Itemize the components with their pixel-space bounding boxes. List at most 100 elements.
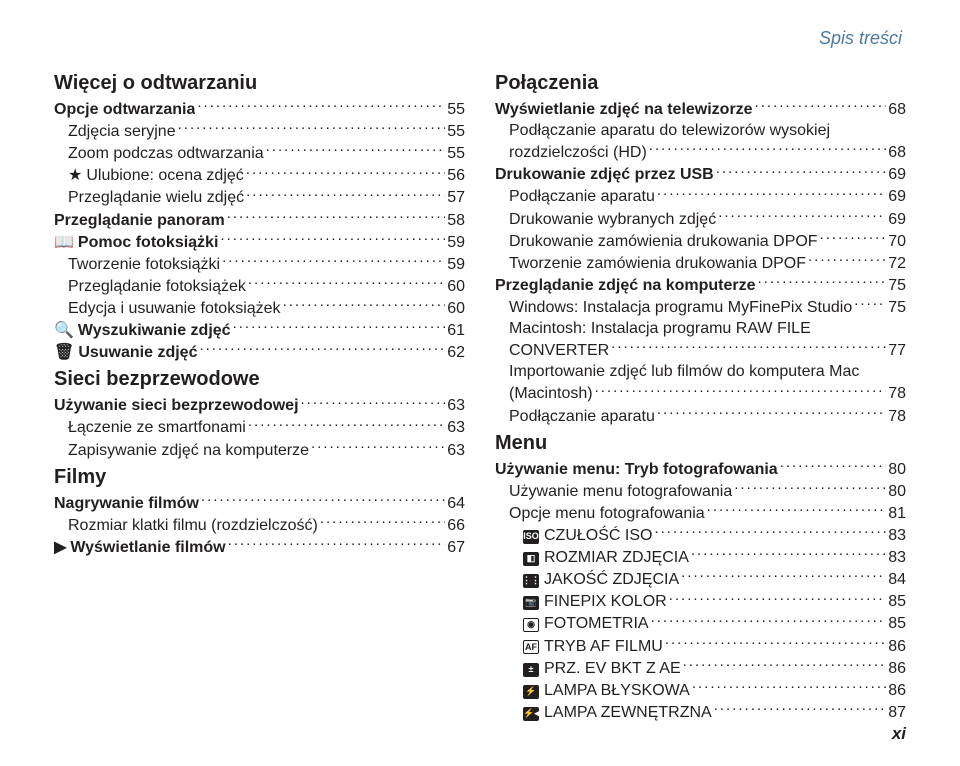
page-number: 68 xyxy=(888,99,906,120)
toc-entry: ±PRZ. EV BKT Z AE86 xyxy=(495,657,906,679)
dot-leader xyxy=(714,701,886,717)
toc-entry: 🗑Usuwanie zdjęć62 xyxy=(54,341,465,363)
toc-label: ▶Wyświetlanie filmów xyxy=(54,537,226,558)
dot-leader xyxy=(301,394,446,410)
toc-entry: ⚡◂LAMPA ZEWNĘTRZNA 87 xyxy=(495,701,906,723)
toc-label: Macintosh: Instalacja programu RAW FILE xyxy=(509,318,906,339)
page-number: 63 xyxy=(447,395,465,416)
toc-label: ★Ulubione: ocena zdjęć xyxy=(68,165,244,186)
dot-leader xyxy=(220,231,445,247)
toc-label: Drukowanie zdjęć przez USB xyxy=(495,164,714,185)
dot-leader xyxy=(657,405,886,421)
toc-label: ◉FOTOMETRIA xyxy=(523,613,649,634)
page-number: 64 xyxy=(447,493,465,514)
page-number: 87 xyxy=(888,702,906,723)
page-number: 58 xyxy=(447,210,465,231)
page-number: 66 xyxy=(447,515,465,536)
toc-label: 🔍Wyszukiwanie zdjęć xyxy=(54,320,231,341)
dot-leader xyxy=(716,163,886,179)
dot-leader xyxy=(201,492,445,508)
page-header: Spis treści xyxy=(54,28,906,49)
dot-leader xyxy=(755,98,887,114)
toc-label: ⚡◂LAMPA ZEWNĘTRZNA xyxy=(523,702,712,723)
page-number: 72 xyxy=(888,253,906,274)
toc-label: rozdzielczości (HD) xyxy=(509,142,647,163)
page-number: 69 xyxy=(888,209,906,230)
toc-entry: Tworzenie fotoksiążki59 xyxy=(54,253,465,275)
entry-icon: ▶ xyxy=(54,537,66,558)
page-number: 80 xyxy=(888,459,906,480)
toc-entry: Łączenie ze smartfonami63 xyxy=(54,416,465,438)
dot-leader xyxy=(233,319,446,335)
dot-leader xyxy=(248,416,445,432)
dot-leader xyxy=(611,339,886,355)
dot-leader xyxy=(691,546,886,562)
entry-icon: 🗑 xyxy=(54,342,74,363)
page-number: 59 xyxy=(447,232,465,253)
page-number: 62 xyxy=(447,342,465,363)
toc-label: ISOCZUŁOŚĆ ISO xyxy=(523,525,652,546)
toc-entry: 📖Pomoc fotoksiążki59 xyxy=(54,231,465,253)
page-number: 69 xyxy=(888,164,906,185)
toc-entry: ▶Wyświetlanie filmów 67 xyxy=(54,536,465,558)
toc-label: Drukowanie zamówienia drukowania DPOF xyxy=(509,231,818,252)
dot-leader xyxy=(178,120,446,136)
toc-label: (Macintosh) xyxy=(509,383,593,404)
page-number: 60 xyxy=(447,298,465,319)
page-number: 56 xyxy=(447,165,465,186)
section-title: Menu xyxy=(495,431,906,456)
dot-leader xyxy=(854,296,886,312)
dot-leader xyxy=(311,439,445,455)
page-number: 84 xyxy=(888,569,906,590)
page-number: 63 xyxy=(447,417,465,438)
toc-label: Importowanie zdjęć lub filmów do kompute… xyxy=(509,361,906,382)
toc-label: 📷FINEPIX KOLOR xyxy=(523,591,667,612)
page-number: 85 xyxy=(888,613,906,634)
dot-leader xyxy=(654,524,886,540)
toc-label: Zoom podczas odtwarzania xyxy=(68,143,264,164)
toc-page: Spis treści Więcej o odtwarzaniu Opcje od… xyxy=(0,0,960,766)
toc-label: Edycja i usuwanie fotoksiążek xyxy=(68,298,281,319)
entry-icon: 📷 xyxy=(523,596,539,610)
entry-icon: 🔍 xyxy=(54,320,74,341)
toc-label: Drukowanie wybranych zdjęć xyxy=(509,209,716,230)
dot-leader xyxy=(595,382,887,398)
dot-leader xyxy=(283,297,446,313)
toc-entry: Drukowanie zamówienia drukowania DPOF70 xyxy=(495,230,906,252)
dot-leader xyxy=(199,341,445,357)
dot-leader xyxy=(669,590,887,606)
entry-icon: ⚡◂ xyxy=(523,707,539,721)
entry-icon: ± xyxy=(523,663,539,677)
dot-leader xyxy=(808,252,886,268)
toc-entry: Używanie menu: Tryb fotografowania80 xyxy=(495,458,906,480)
toc-entry: Przeglądanie wielu zdjęć57 xyxy=(54,186,465,208)
page-number: 81 xyxy=(888,503,906,524)
toc-label: ⚡LAMPA BŁYSKOWA xyxy=(523,680,690,701)
toc-entry: ⚡LAMPA BŁYSKOWA86 xyxy=(495,679,906,701)
page-number: 59 xyxy=(447,254,465,275)
toc-entry: Drukowanie wybranych zdjęć 69 xyxy=(495,208,906,230)
toc-label: Tworzenie zamówienia drukowania DPOF xyxy=(509,253,806,274)
toc-entry: ◧ROZMIAR ZDJĘCIA83 xyxy=(495,546,906,568)
toc-label: Używanie sieci bezprzewodowej xyxy=(54,395,299,416)
dot-leader xyxy=(683,657,887,673)
page-number: 80 xyxy=(888,481,906,502)
toc-entry: Przeglądanie panoram58 xyxy=(54,209,465,231)
toc-label: Przeglądanie zdjęć na komputerze xyxy=(495,275,756,296)
toc-label: Opcje odtwarzania xyxy=(54,99,195,120)
page-number: 86 xyxy=(888,658,906,679)
entry-icon: ◧ xyxy=(523,552,539,566)
toc-entry: Zapisywanie zdjęć na komputerze63 xyxy=(54,439,465,461)
entry-icon: ⚡ xyxy=(523,685,539,699)
page-number: 75 xyxy=(888,275,906,296)
page-number: 55 xyxy=(447,99,465,120)
toc-entry: Rozmiar klatki filmu (rozdzielczość)66 xyxy=(54,514,465,536)
page-number: 67 xyxy=(447,537,465,558)
toc-label: Podłączanie aparatu do telewizorów wysok… xyxy=(509,120,906,141)
entry-icon: AF xyxy=(523,640,539,654)
entry-icon: ⋮⋮ xyxy=(523,574,539,588)
toc-entry: Edycja i usuwanie fotoksiążek 60 xyxy=(54,297,465,319)
toc-label: Zdjęcia seryjne xyxy=(68,121,176,142)
page-number: 85 xyxy=(888,591,906,612)
section-title: Więcej o odtwarzaniu xyxy=(54,71,465,96)
